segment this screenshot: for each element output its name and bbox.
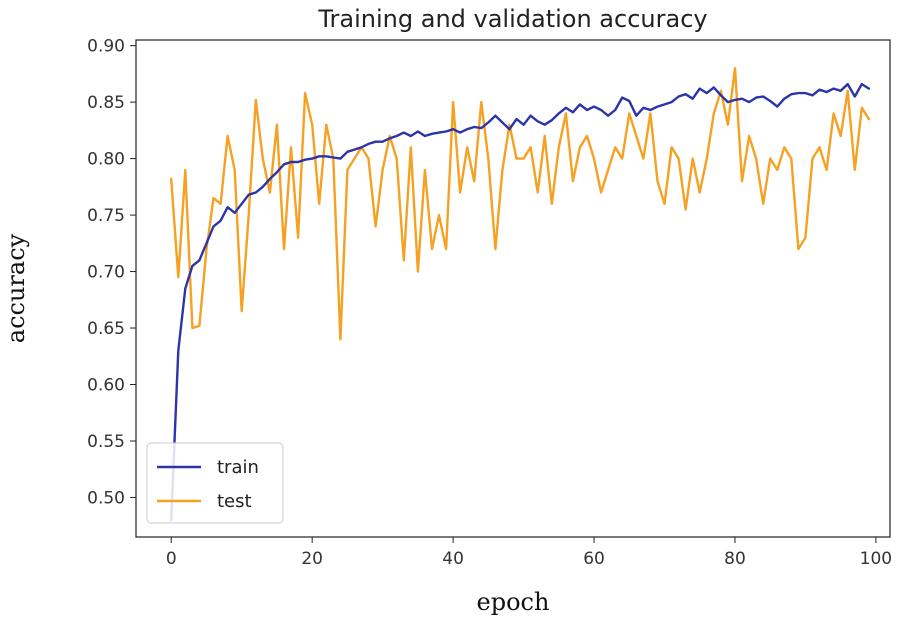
x-tick-label: 40 (442, 549, 464, 569)
x-tick-label: 60 (583, 549, 605, 569)
axis-ticks: 0 20 40 60 80 100 0.50 0.55 0.60 0.65 0.70 0.75 0.80… (87, 37, 892, 569)
y-tick-label: 0.85 (87, 93, 125, 113)
series-line-train (169, 82, 871, 522)
y-tick-label: 0.75 (87, 206, 125, 226)
x-tick-label: 80 (724, 549, 746, 569)
y-tick-label: 0.55 (87, 432, 125, 452)
x-tick-label: 20 (301, 549, 323, 569)
series-line-test (169, 66, 871, 341)
legend-box (146, 442, 284, 524)
legend-label-train: train (217, 457, 259, 478)
y-tick-label: 0.60 (87, 376, 125, 396)
y-axis-label: accuracy (2, 233, 30, 343)
legend-label-test: test (217, 491, 252, 512)
y-tick-label: 0.80 (87, 150, 125, 170)
y-tick-label: 0.65 (87, 319, 125, 339)
x-axis-label: epoch (477, 588, 550, 616)
x-tick-label: 100 (860, 549, 892, 569)
plot-frame (135, 39, 891, 538)
legend: train test (146, 442, 284, 524)
y-tick-label: 0.90 (87, 37, 125, 57)
y-tick-label: 0.70 (87, 263, 125, 283)
chart-title: Training and validation accuracy (317, 5, 707, 33)
x-tick-label: 0 (166, 549, 177, 569)
y-tick-label: 0.50 (87, 488, 125, 508)
plot-series (169, 66, 871, 522)
